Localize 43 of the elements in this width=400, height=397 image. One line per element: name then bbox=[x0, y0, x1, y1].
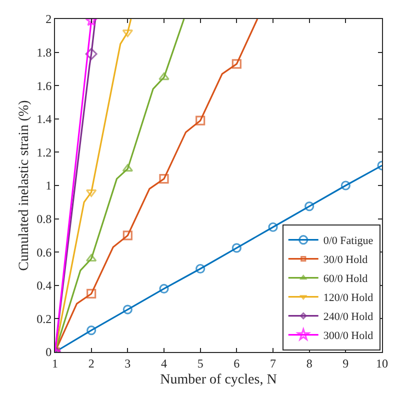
legend-label: 60/0 Hold bbox=[323, 273, 368, 286]
legend-label: 30/0 Hold bbox=[323, 254, 368, 266]
x-tick-label: 2 bbox=[88, 356, 94, 370]
y-axis-title: Cumulated inelastic strain (%) bbox=[17, 100, 32, 271]
point bbox=[196, 116, 206, 126]
point bbox=[86, 326, 96, 336]
point bbox=[86, 288, 96, 299]
point bbox=[86, 254, 97, 262]
legend-label: 120/0 Hold bbox=[323, 292, 374, 304]
x-tick-label: 8 bbox=[306, 356, 312, 370]
y-tick-label: 1.2 bbox=[36, 145, 52, 160]
x-tick-label: 4 bbox=[161, 356, 167, 370]
point bbox=[268, 222, 278, 232]
point bbox=[304, 202, 314, 212]
legend-label: 300/0 Hold bbox=[323, 330, 374, 342]
y-tick-label: 1 bbox=[46, 178, 52, 193]
y-tick-label: 1.4 bbox=[36, 112, 52, 126]
point bbox=[85, 48, 98, 60]
point bbox=[159, 284, 169, 294]
point bbox=[196, 264, 206, 274]
point bbox=[159, 174, 169, 184]
x-tick-label: 6 bbox=[234, 356, 240, 370]
x-tick-label: 9 bbox=[342, 356, 349, 370]
legend-label: 240/0 Hold bbox=[323, 311, 374, 324]
point bbox=[122, 304, 132, 314]
y-tick-label: 0 bbox=[46, 345, 52, 360]
legend-label: 0/0 Fatigue bbox=[323, 235, 374, 248]
point bbox=[122, 230, 132, 240]
x-tick-label: 10 bbox=[376, 356, 388, 370]
x-tick-label: 3 bbox=[124, 356, 131, 370]
y-tick-label: 0.6 bbox=[36, 245, 52, 260]
y-tick-label: 0.4 bbox=[36, 278, 52, 293]
point bbox=[232, 59, 242, 69]
x-tick-label: 5 bbox=[197, 356, 204, 370]
point bbox=[340, 180, 350, 190]
y-tick-label: 0.2 bbox=[36, 312, 52, 326]
y-tick-label: 2 bbox=[46, 12, 52, 26]
y-tick-label: 1.8 bbox=[36, 46, 52, 60]
x-tick-label: 7 bbox=[270, 356, 276, 370]
x-axis-title: Number of cycles, N bbox=[160, 372, 277, 388]
y-tick-label: 0.8 bbox=[36, 212, 52, 226]
point bbox=[232, 243, 242, 253]
y-tick-label: 1.6 bbox=[36, 78, 52, 93]
